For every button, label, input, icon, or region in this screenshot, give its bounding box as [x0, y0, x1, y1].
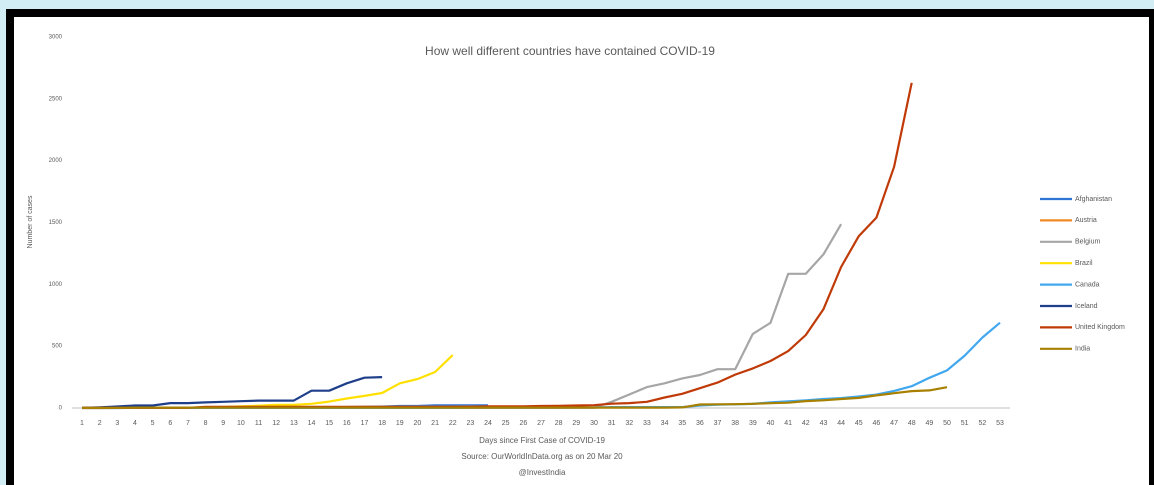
- x-tick-label: 39: [749, 420, 757, 427]
- x-tick-label: 11: [255, 420, 262, 427]
- y-tick-label: 2500: [49, 96, 63, 102]
- plot-background: [14, 17, 1149, 485]
- x-tick-label: 15: [325, 420, 333, 427]
- x-tick-label: 14: [308, 420, 316, 427]
- x-tick-label: 2: [98, 420, 102, 427]
- legend-label: Belgium: [1075, 239, 1100, 246]
- x-tick-label: 36: [696, 420, 704, 427]
- x-tick-label: 27: [537, 420, 545, 427]
- x-tick-label: 52: [978, 420, 986, 427]
- x-tick-label: 53: [996, 420, 1004, 427]
- source: Source: OurWorldInData.org as on 20 Mar …: [461, 452, 623, 461]
- legend-label: Afghanistan: [1075, 196, 1112, 203]
- x-tick-label: 35: [678, 420, 686, 427]
- y-tick-label: 1500: [49, 220, 63, 226]
- y-tick-label: 0: [59, 406, 63, 412]
- x-tick-label: 26: [519, 420, 527, 427]
- x-tick-label: 30: [590, 420, 598, 427]
- x-tick-label: 7: [186, 420, 190, 427]
- y-axis-label: Number of cases: [27, 195, 34, 248]
- credit: @InvestIndia: [519, 468, 566, 477]
- y-tick-label: 3000: [49, 35, 63, 41]
- x-tick-label: 43: [820, 420, 828, 427]
- x-tick-label: 21: [431, 420, 439, 427]
- x-tick-label: 47: [890, 420, 898, 427]
- x-tick-label: 48: [908, 420, 916, 427]
- x-tick-label: 8: [204, 420, 208, 427]
- x-tick-label: 31: [608, 420, 616, 427]
- x-tick-label: 13: [290, 420, 298, 427]
- x-tick-label: 44: [837, 420, 845, 427]
- legend-label: Iceland: [1075, 303, 1098, 310]
- series-line: [82, 386, 948, 409]
- x-tick-label: 45: [855, 420, 863, 427]
- x-tick-label: 40: [767, 420, 775, 427]
- chart-title: How well different countries have contai…: [425, 44, 715, 58]
- x-tick-label: 6: [168, 420, 172, 427]
- x-tick-label: 50: [943, 420, 951, 427]
- legend-label: United Kingdom: [1075, 324, 1125, 331]
- legend-label: India: [1075, 346, 1090, 353]
- x-tick-label: 34: [661, 420, 669, 427]
- x-tick-label: 32: [625, 420, 633, 427]
- x-tick-label: 24: [484, 420, 492, 427]
- y-tick-label: 1000: [49, 282, 63, 288]
- x-tick-label: 17: [361, 420, 369, 427]
- x-tick-label: 16: [343, 420, 351, 427]
- x-tick-label: 33: [643, 420, 651, 427]
- x-axis-label: Days since First Case of COVID-19: [479, 436, 605, 445]
- x-tick-label: 1: [80, 420, 84, 427]
- x-tick-label: 28: [555, 420, 563, 427]
- x-tick-label: 12: [272, 420, 280, 427]
- x-tick-label: 46: [873, 420, 881, 427]
- legend-label: Brazil: [1075, 260, 1093, 267]
- x-tick-label: 49: [925, 420, 933, 427]
- x-tick-label: 20: [414, 420, 422, 427]
- x-tick-label: 19: [396, 420, 404, 427]
- x-tick-label: 9: [221, 420, 225, 427]
- x-tick-label: 4: [133, 420, 137, 427]
- x-tick-label: 10: [237, 420, 245, 427]
- y-tick-label: 2000: [49, 158, 63, 164]
- x-tick-label: 29: [572, 420, 580, 427]
- x-tick-label: 22: [449, 420, 457, 427]
- x-tick-label: 37: [714, 420, 722, 427]
- legend-label: Austria: [1075, 217, 1097, 224]
- x-tick-label: 42: [802, 420, 810, 427]
- x-tick-label: 25: [502, 420, 510, 427]
- x-tick-label: 18: [378, 420, 386, 427]
- y-tick-label: 500: [52, 344, 63, 350]
- x-tick-label: 23: [466, 420, 474, 427]
- x-tick-label: 38: [731, 420, 739, 427]
- x-tick-label: 5: [151, 420, 155, 427]
- legend-label: Canada: [1075, 281, 1100, 288]
- x-tick-label: 3: [115, 420, 119, 427]
- x-tick-label: 51: [961, 420, 969, 427]
- series-line: [81, 376, 383, 409]
- x-tick-label: 41: [784, 420, 792, 427]
